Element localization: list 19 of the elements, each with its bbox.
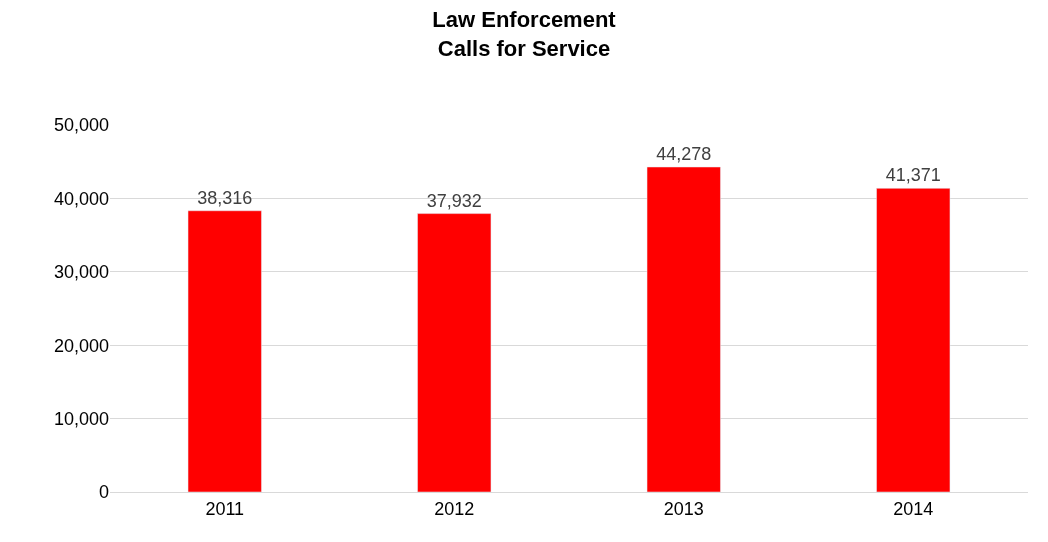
chart-title: Law Enforcement Calls for Service (432, 7, 617, 61)
bar (187, 210, 262, 492)
bar (876, 188, 951, 492)
y-tick-label: 0 (98, 482, 109, 503)
x-tick-label: 2013 (663, 498, 704, 519)
bar (646, 166, 721, 492)
x-tick-label: 2012 (434, 498, 475, 519)
y-tick-label: 40,000 (53, 188, 109, 209)
data-label: 37,932 (426, 190, 482, 211)
data-label: 44,278 (656, 144, 712, 164)
y-tick-label: 20,000 (53, 335, 109, 356)
data-label: 38,316 (197, 187, 253, 208)
x-tick-label: 2014 (893, 498, 934, 519)
data-label: 41,371 (885, 165, 941, 186)
x-tick-label: 2011 (205, 498, 245, 519)
y-tick-label: 10,000 (53, 408, 109, 429)
y-tick-label: 30,000 (53, 262, 109, 283)
bar (417, 213, 492, 492)
y-tick-label: 50,000 (53, 115, 109, 136)
